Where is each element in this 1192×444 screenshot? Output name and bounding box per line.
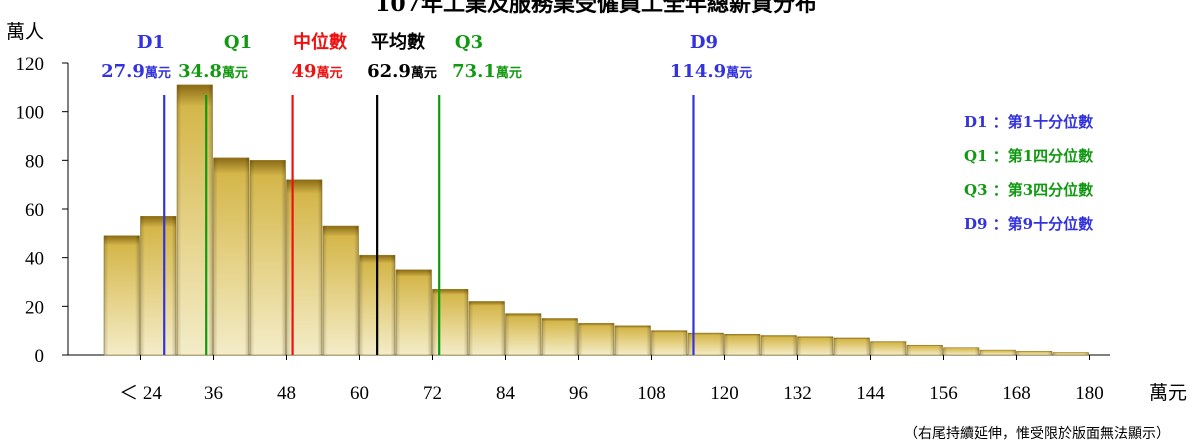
x-tick-label: 72 xyxy=(423,383,442,404)
histogram-bar-shade xyxy=(761,335,797,355)
x-tick-label: 144 xyxy=(856,383,885,404)
y-tick-label: 100 xyxy=(16,103,45,124)
x-tick-label: 36 xyxy=(204,383,223,404)
footnote: （右尾持續延伸，惟受限於版面無法顯示） xyxy=(904,426,1170,442)
legend-entry: Q1 ：第1四分位數 xyxy=(964,147,1093,165)
histogram-bar-shade xyxy=(907,345,943,355)
marker-name: 中位數 xyxy=(293,31,347,53)
marker-name: Q1 xyxy=(224,32,252,53)
y-tick-label: 60 xyxy=(25,200,44,221)
histogram-bar-shade xyxy=(688,333,724,355)
histogram-bar-shade xyxy=(140,216,176,355)
marker-name: Q3 xyxy=(455,32,483,53)
histogram-bar-shade xyxy=(250,160,286,355)
x-tick-label: 120 xyxy=(710,383,739,404)
histogram-bar-shade xyxy=(323,226,359,355)
histogram-bar-shade xyxy=(943,347,979,355)
y-tick-label: 120 xyxy=(16,54,45,75)
histogram-bar-shade xyxy=(834,337,870,355)
marker-value: 62.9萬元 xyxy=(367,61,437,82)
x-tick-label: 84 xyxy=(496,383,516,404)
x-tick-label: 132 xyxy=(783,383,812,404)
legend-entry: Q3 ：第3四分位數 xyxy=(964,181,1093,199)
histogram-bar-shade xyxy=(724,334,760,355)
marker-value: 27.9萬元 xyxy=(101,61,171,82)
histogram-bar-shade xyxy=(578,323,614,355)
marker-name: D1 xyxy=(137,32,165,53)
marker-value: 73.1萬元 xyxy=(452,61,522,82)
x-tick-label: 156 xyxy=(929,383,958,404)
histogram-bar-shade xyxy=(651,330,687,355)
x-tick-label: 48 xyxy=(277,383,296,404)
y-tick-label: 40 xyxy=(25,249,44,270)
marker-name: 平均數 xyxy=(371,31,425,53)
y-tick-label: 20 xyxy=(25,297,44,318)
x-tick-label: 168 xyxy=(1002,383,1031,404)
histogram-bar-shade xyxy=(615,325,651,355)
y-tick-label: 80 xyxy=(25,151,44,172)
x-axis-label: 萬元 xyxy=(1149,382,1187,404)
histogram-bar-shade xyxy=(432,289,468,355)
histogram-bar-shade xyxy=(104,235,140,355)
y-tick-label: 0 xyxy=(35,346,45,367)
y-axis-label: 萬人 xyxy=(6,21,44,43)
x-tick-label: 108 xyxy=(637,383,666,404)
marker-value: 34.8萬元 xyxy=(178,61,248,82)
chart-title: 107年工業及服務業受僱員工全年總薪資分布 xyxy=(375,0,817,17)
histogram-bar-shade xyxy=(542,318,578,355)
marker-value: 114.9萬元 xyxy=(670,61,752,82)
marker-value: 49萬元 xyxy=(291,61,342,82)
x-tick-label: 180 xyxy=(1075,383,1104,404)
histogram-bar-shade xyxy=(213,157,249,355)
histogram-bar-shade xyxy=(1016,351,1052,355)
legend-entry: D1 ：第1十分位數 xyxy=(964,113,1093,131)
marker-name: D9 xyxy=(690,32,718,53)
histogram-bar-shade xyxy=(1053,352,1089,355)
histogram-bar-shade xyxy=(505,313,541,355)
x-tick-label: 60 xyxy=(350,383,369,404)
histogram-bar-shade xyxy=(797,336,833,355)
x-tick-label: 96 xyxy=(569,383,588,404)
histogram-bar-shade xyxy=(870,341,906,355)
histogram-bar-shade xyxy=(469,301,505,355)
histogram-bar-shade xyxy=(396,269,432,355)
legend-entry: D9 ：第9十分位數 xyxy=(964,215,1093,233)
x-tick-label: ＜ 24 xyxy=(119,383,162,404)
histogram-bar-shade xyxy=(980,350,1016,355)
